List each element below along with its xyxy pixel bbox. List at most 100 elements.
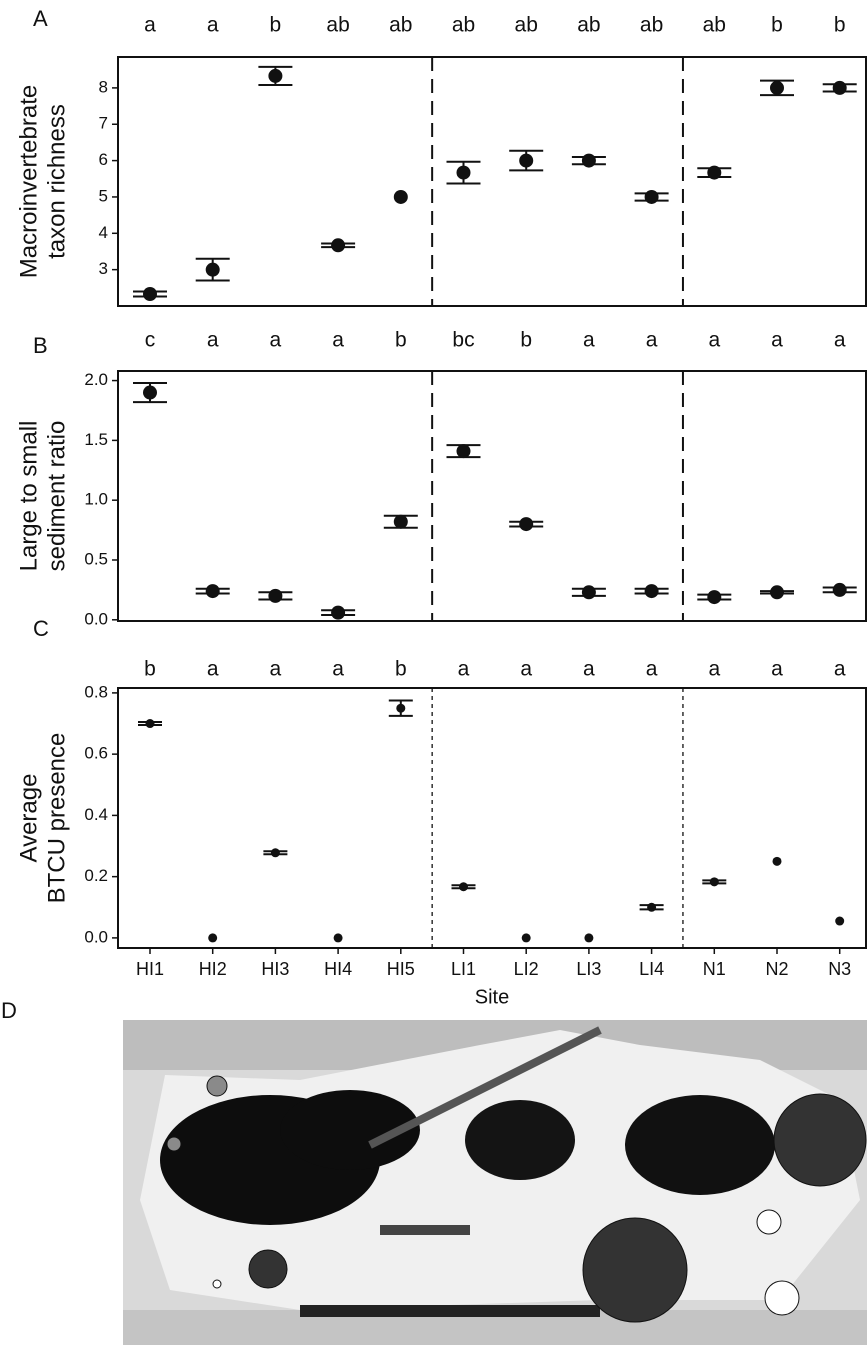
- map-dark-area: [465, 1100, 575, 1180]
- y-tick-label: 8: [99, 77, 108, 96]
- data-point: [268, 68, 283, 83]
- map-shore: [300, 1305, 600, 1317]
- x-tick-label: HI2: [199, 959, 227, 979]
- y-tick-label: 2.0: [84, 370, 108, 389]
- data-point: [208, 933, 218, 943]
- data-point: [772, 856, 782, 866]
- x-tick-label: HI1: [136, 959, 164, 979]
- group-letter: a: [583, 658, 595, 681]
- panel-label: A: [33, 6, 48, 31]
- y-tick-label: 1.0: [84, 490, 108, 509]
- group-letter: a: [207, 329, 219, 352]
- x-tick-label: HI5: [387, 959, 415, 979]
- group-letter: a: [834, 329, 846, 352]
- y-axis-label: Macroinvertebrate: [15, 85, 42, 278]
- group-letter: a: [708, 658, 720, 681]
- group-letter: a: [270, 329, 282, 352]
- y-tick-label: 0.2: [84, 866, 108, 885]
- data-point: [581, 585, 596, 600]
- site-circle: [773, 1093, 867, 1187]
- y-axis-label: Average: [15, 774, 42, 863]
- data-point: [519, 153, 534, 168]
- x-tick-label: HI4: [324, 959, 352, 979]
- data-point: [393, 189, 408, 204]
- y-tick-label: 6: [99, 150, 108, 169]
- group-letter: ab: [515, 14, 538, 37]
- x-axis-label: Site: [475, 986, 509, 1008]
- data-point: [205, 584, 220, 599]
- y-axis-label: sediment ratio: [43, 421, 70, 572]
- group-letter: ab: [326, 14, 349, 37]
- group-letter: a: [144, 14, 156, 37]
- x-tick-label: LI1: [451, 959, 476, 979]
- data-point: [456, 444, 471, 459]
- group-letter: b: [270, 14, 282, 37]
- group-letter: a: [207, 658, 219, 681]
- data-point: [205, 262, 220, 277]
- plot-frame: [117, 687, 867, 949]
- y-tick-label: 0.8: [84, 682, 108, 701]
- data-point: [270, 848, 280, 858]
- group-letter: a: [646, 329, 658, 352]
- data-point: [331, 605, 346, 620]
- site-circle: [212, 1279, 222, 1289]
- data-point: [647, 902, 657, 912]
- y-tick-label: 7: [99, 114, 108, 133]
- map-dark-area: [625, 1095, 775, 1195]
- y-tick-label: 4: [99, 223, 108, 242]
- group-letter: a: [583, 329, 595, 352]
- plot-frame: [117, 56, 867, 307]
- site-circle: [248, 1249, 288, 1289]
- data-point: [584, 933, 594, 943]
- data-point: [459, 882, 468, 892]
- group-letter: c: [145, 329, 156, 352]
- group-letter: b: [520, 329, 532, 352]
- group-letter: bc: [452, 329, 474, 352]
- group-letter: a: [646, 658, 658, 681]
- group-letter: a: [207, 14, 219, 37]
- data-point: [832, 582, 847, 597]
- group-letter: ab: [703, 14, 726, 37]
- data-point: [456, 165, 471, 180]
- data-point: [145, 719, 155, 729]
- data-point: [835, 916, 845, 926]
- x-tick-label: LI2: [514, 959, 539, 979]
- site-circle: [764, 1280, 800, 1316]
- site-circle: [756, 1209, 782, 1235]
- group-letter: b: [395, 658, 407, 681]
- y-tick-label: 0.4: [84, 805, 108, 824]
- data-point: [770, 585, 784, 600]
- data-point: [143, 385, 157, 400]
- data-point: [143, 287, 157, 302]
- data-point: [832, 80, 847, 95]
- x-tick-label: N2: [765, 959, 788, 979]
- y-axis-label: BTCU presence: [43, 733, 70, 904]
- group-letter: ab: [640, 14, 663, 37]
- y-tick-label: 5: [99, 186, 108, 205]
- y-tick-label: 0.5: [84, 549, 108, 568]
- data-point: [393, 514, 408, 529]
- data-point: [709, 877, 719, 887]
- plot-frame: [117, 370, 867, 622]
- site-circle: [582, 1217, 688, 1323]
- data-point: [707, 165, 722, 180]
- panel-label: D: [1, 998, 17, 1023]
- panel-label: C: [33, 616, 49, 641]
- data-point: [770, 80, 784, 95]
- group-letter: b: [395, 329, 407, 352]
- y-tick-label: 1.5: [84, 430, 108, 449]
- y-tick-label: 3: [99, 259, 108, 278]
- panel-label: B: [33, 333, 48, 358]
- data-point: [396, 703, 406, 713]
- group-letter: ab: [452, 14, 475, 37]
- data-point: [644, 189, 659, 204]
- y-tick-label: 0.0: [84, 609, 108, 628]
- y-tick-label: 0.0: [84, 927, 108, 946]
- data-point: [268, 588, 283, 603]
- group-letter: a: [332, 658, 344, 681]
- data-point: [644, 584, 659, 599]
- data-point: [519, 517, 534, 532]
- group-letter: a: [708, 329, 720, 352]
- group-letter: b: [834, 14, 846, 37]
